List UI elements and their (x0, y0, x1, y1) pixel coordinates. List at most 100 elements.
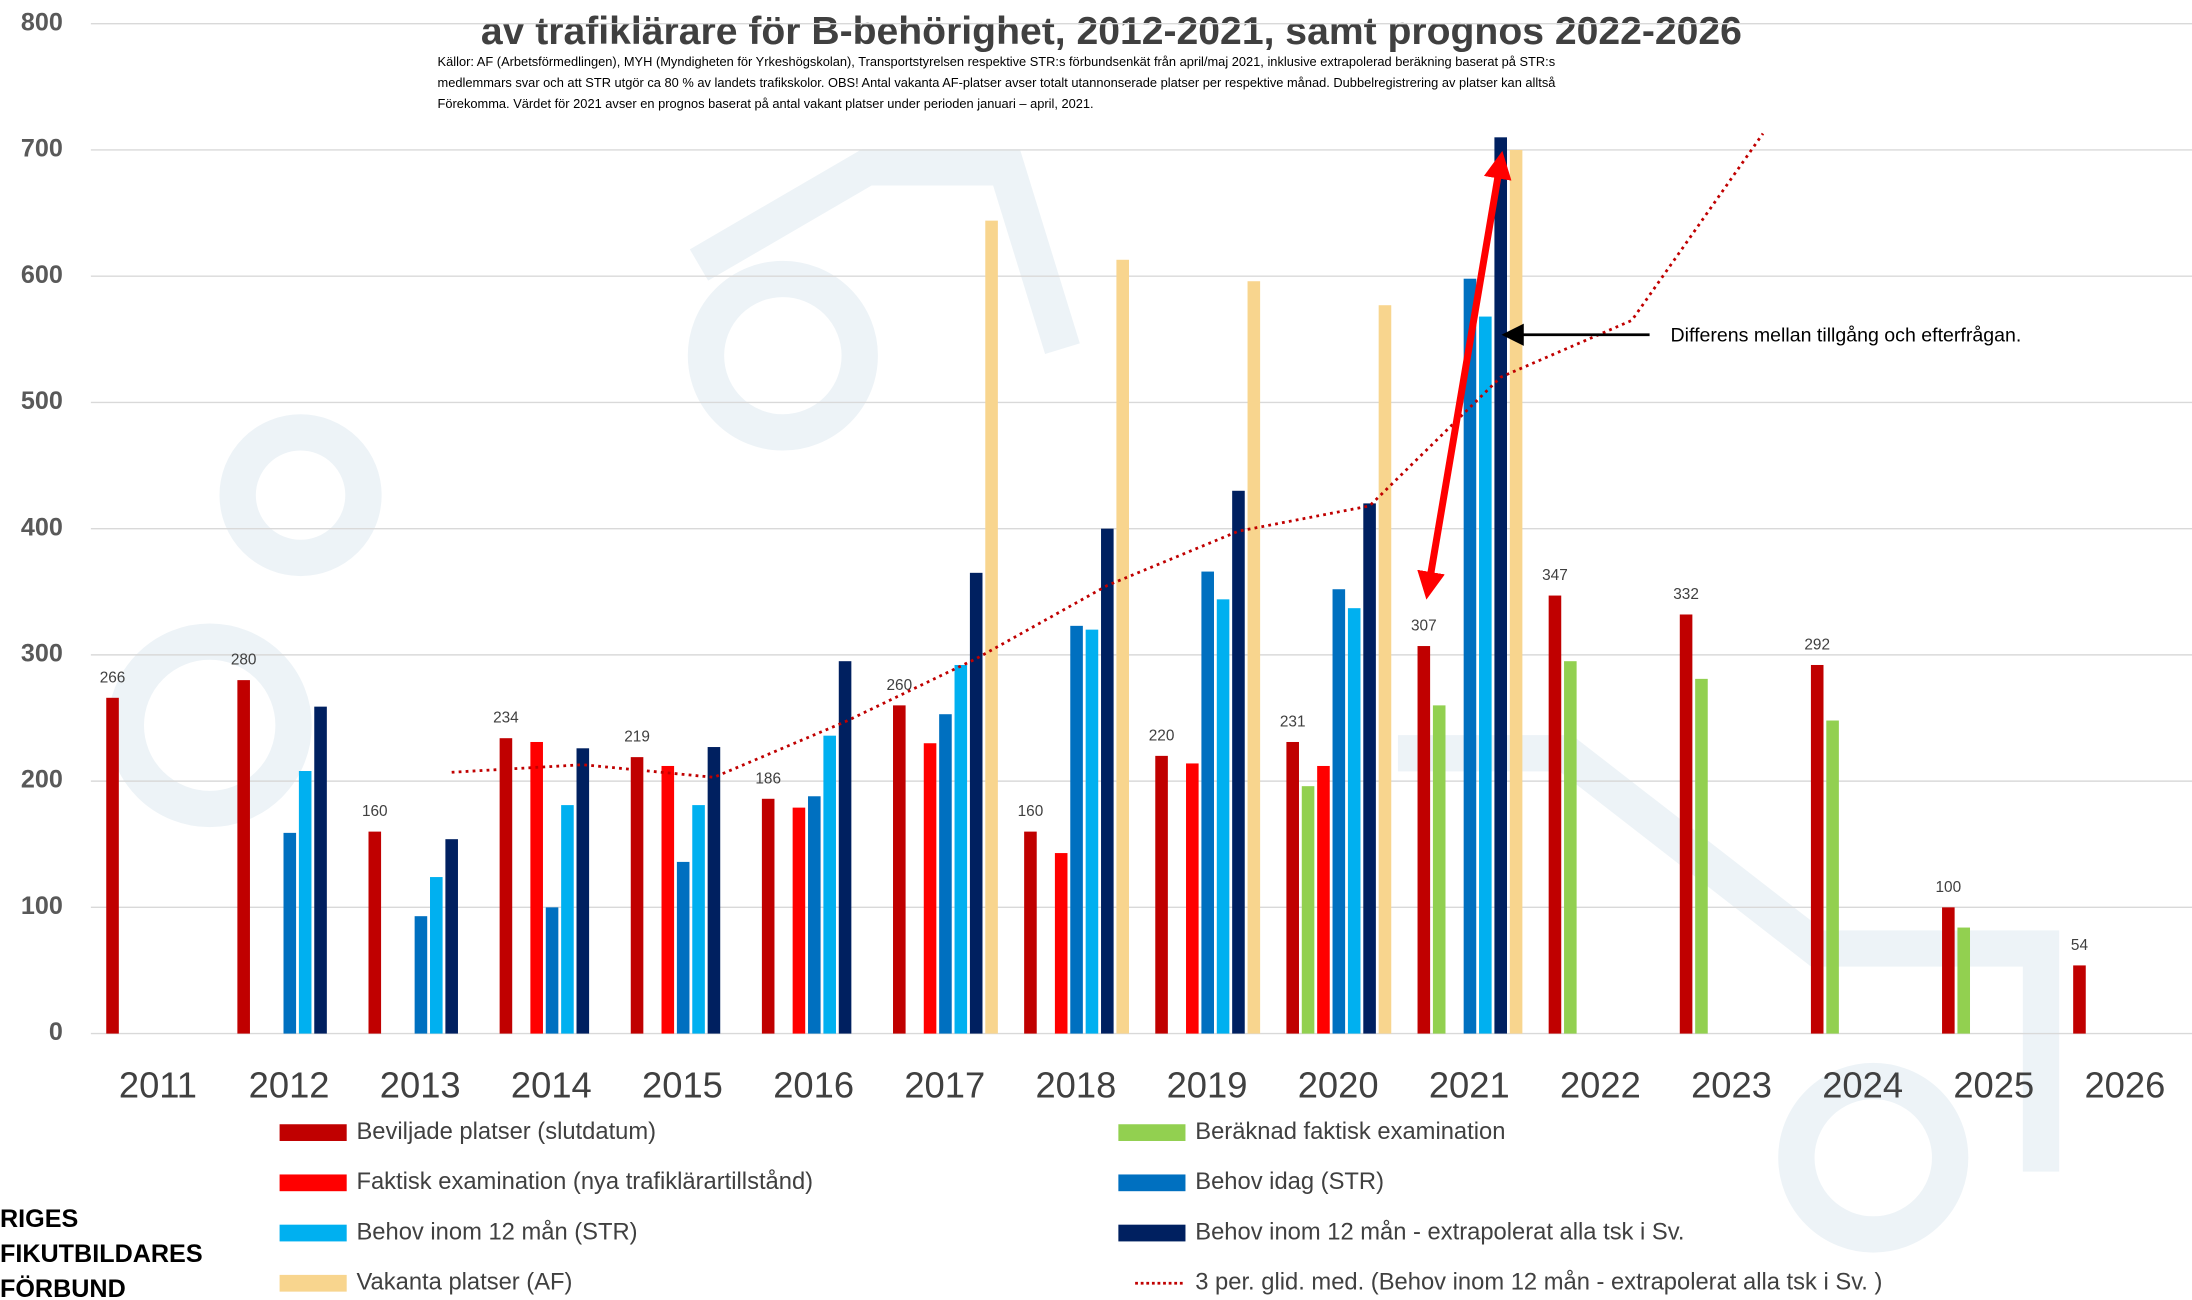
bar (1055, 853, 1068, 1034)
value-label: 219 (624, 729, 650, 746)
bar (546, 907, 559, 1033)
bar (1433, 705, 1446, 1033)
legend-swatch (1118, 1225, 1185, 1242)
bar (631, 757, 644, 1033)
bar (500, 738, 513, 1033)
bar (415, 916, 428, 1033)
y-tick-label: 600 (21, 261, 63, 289)
x-tick-label: 2018 (1035, 1065, 1116, 1106)
logo-text: FIKUTBILDARES (0, 1240, 203, 1268)
legend-swatch (280, 1225, 347, 1242)
bar (692, 805, 705, 1033)
legend-label: Beviljade platser (slutdatum) (356, 1119, 656, 1145)
legend-label: Behov idag (STR) (1195, 1169, 1384, 1195)
value-label: 186 (755, 770, 781, 787)
bar (1549, 596, 1562, 1034)
bar (1811, 665, 1824, 1034)
y-tick-label: 800 (21, 8, 63, 36)
bar (2073, 965, 2086, 1033)
y-tick-label: 700 (21, 135, 63, 163)
chart-title: av trafiklärare för B-behörighet, 2012-2… (481, 10, 1742, 53)
bar (1217, 599, 1230, 1033)
bar (1155, 756, 1168, 1034)
logo-text: FÖRBUND (0, 1274, 126, 1300)
bar (1317, 766, 1330, 1034)
value-label: 54 (2071, 937, 2089, 954)
bar (1942, 907, 1955, 1033)
page: {"chart_data":{"type":"bar", "title":"av… (0, 0, 2192, 1300)
value-label: 100 (1936, 879, 1962, 896)
value-label: 347 (1542, 567, 1568, 584)
x-tick-label: 2020 (1298, 1065, 1379, 1106)
value-label: 332 (1673, 586, 1699, 603)
legend-swatch (1118, 1174, 1185, 1191)
bar (314, 707, 327, 1034)
value-label: 220 (1149, 727, 1175, 744)
y-tick-label: 200 (21, 766, 63, 794)
bar (369, 832, 382, 1034)
x-tick-label: 2011 (119, 1065, 197, 1106)
value-label: 234 (493, 710, 519, 727)
x-tick-label: 2015 (642, 1065, 723, 1106)
bar (970, 573, 983, 1034)
legend-swatch (280, 1124, 347, 1141)
logo-text: RIGES (0, 1205, 78, 1233)
x-tick-label: 2012 (249, 1065, 330, 1106)
bar (237, 680, 250, 1033)
legend-label: 3 per. glid. med. (Behov inom 12 mån - e… (1195, 1269, 1882, 1296)
bar (1201, 572, 1214, 1034)
bar (1695, 679, 1708, 1034)
bar (662, 766, 675, 1034)
bar (1086, 630, 1099, 1034)
legend-label: Behov inom 12 mån (STR) (356, 1218, 637, 1245)
value-label: 307 (1411, 618, 1437, 635)
x-tick-label: 2013 (380, 1065, 461, 1106)
x-tick-label: 2014 (511, 1065, 592, 1106)
x-tick-label: 2019 (1167, 1065, 1248, 1106)
bar (793, 808, 806, 1034)
bar (1333, 589, 1346, 1033)
bar (1232, 491, 1245, 1034)
legend-swatch (280, 1174, 347, 1191)
bar (445, 839, 458, 1033)
value-label: 160 (362, 803, 388, 820)
bar (1418, 646, 1431, 1034)
y-tick-label: 0 (49, 1018, 63, 1046)
bar (762, 799, 775, 1034)
bar (1024, 832, 1037, 1034)
y-tick-label: 400 (21, 513, 63, 541)
bar (1101, 529, 1114, 1034)
bar (893, 705, 906, 1033)
bar (1464, 279, 1477, 1034)
bar (808, 796, 821, 1033)
bar (1510, 150, 1523, 1034)
x-tick-label: 2024 (1822, 1065, 1903, 1106)
legend-label: Behov inom 12 mån - extrapolerat alla ts… (1195, 1218, 1684, 1245)
bar (1479, 317, 1492, 1034)
legend-label: Vakanta platser (AF) (356, 1270, 572, 1296)
bar (299, 771, 312, 1034)
bar (284, 833, 297, 1034)
x-tick-label: 2017 (904, 1065, 985, 1106)
legend-swatch (1118, 1124, 1185, 1141)
bar (939, 714, 952, 1033)
bar (1186, 763, 1199, 1033)
chart: av trafiklärare för B-behörighet, 2012-2… (0, 0, 2192, 1300)
bar (1363, 503, 1376, 1033)
bar (106, 698, 119, 1034)
subtitle: Förekomma. Värdet för 2021 avser en prog… (438, 96, 1094, 111)
bar (1348, 608, 1361, 1033)
bar (561, 805, 574, 1033)
bar (839, 661, 852, 1033)
subtitle: medlemmars svar och att STR utgör ca 80 … (438, 75, 1557, 90)
bar (430, 877, 443, 1034)
bar (1957, 928, 1970, 1034)
bar (955, 665, 968, 1034)
value-label: 266 (100, 669, 126, 686)
bar (823, 736, 836, 1034)
legend-label: Faktisk examination (nya trafiklärartill… (356, 1168, 813, 1195)
bar (1286, 742, 1299, 1034)
y-tick-label: 500 (21, 387, 63, 415)
bar (1248, 281, 1261, 1033)
